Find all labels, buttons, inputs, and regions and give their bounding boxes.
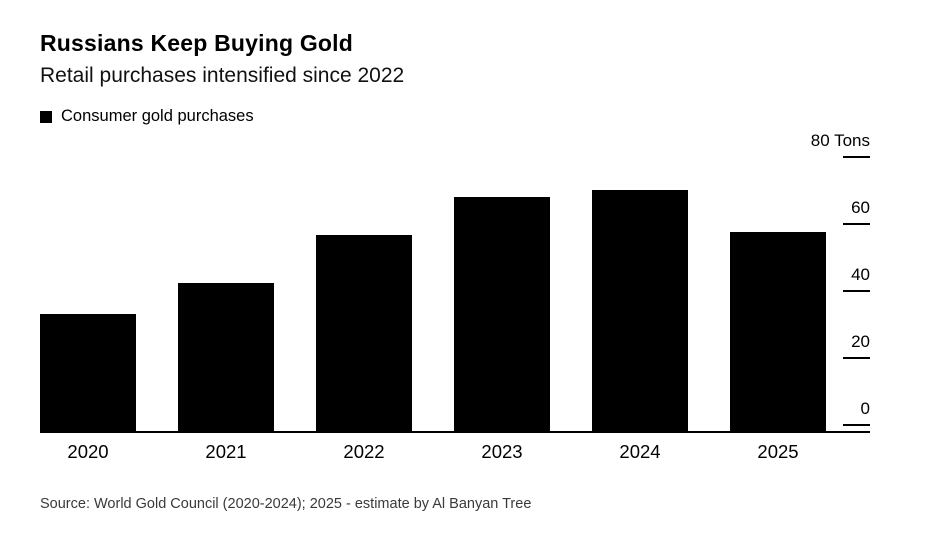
y-tick-mark-40 <box>843 290 870 292</box>
y-tick-mark-0 <box>843 424 870 426</box>
x-tick-label-2022: 2022 <box>343 441 385 462</box>
bar-2023 <box>454 197 550 431</box>
y-tick-label-60: 60 <box>851 198 870 217</box>
legend: Consumer gold purchases <box>40 107 254 126</box>
source-note: Source: World Gold Council (2020-2024); … <box>40 496 532 512</box>
x-tick-label-2020: 2020 <box>67 441 109 462</box>
x-tick-label-2023: 2023 <box>481 441 523 462</box>
y-tick-mark-60 <box>843 223 870 225</box>
chart-title: Russians Keep Buying Gold <box>40 30 353 56</box>
legend-label: Consumer gold purchases <box>61 107 254 125</box>
bar-2024 <box>592 190 688 431</box>
y-tick-label-40: 40 <box>851 265 870 284</box>
chart-subtitle: Retail purchases intensified since 2022 <box>40 64 405 87</box>
bar-2025 <box>730 231 826 431</box>
y-tick-mark-80 <box>843 156 870 158</box>
bar-2020 <box>40 314 136 431</box>
x-tick-label-2024: 2024 <box>619 441 661 462</box>
x-tick-label-2025: 2025 <box>757 441 799 462</box>
y-tick-label-0: 0 <box>860 399 870 418</box>
bar-2022 <box>316 235 412 431</box>
legend-swatch-icon <box>40 110 52 123</box>
x-axis-line <box>40 431 870 433</box>
x-tick-label-2021: 2021 <box>205 441 247 462</box>
y-tick-mark-20 <box>843 357 870 359</box>
y-tick-label-20: 20 <box>851 332 870 351</box>
bar-2021 <box>178 283 274 431</box>
y-tick-label-80: 80 Tons <box>810 131 870 150</box>
